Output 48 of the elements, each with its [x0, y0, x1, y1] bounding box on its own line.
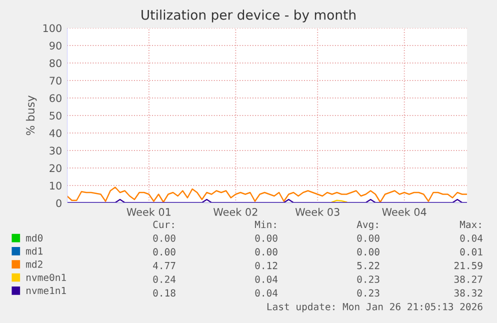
text: 38.32: [454, 289, 482, 297]
text: 0.12: [255, 262, 278, 270]
text: 0.04: [255, 289, 278, 297]
y-tick-label: 10: [50, 182, 62, 190]
text: 0.00: [153, 248, 176, 256]
text: 0.23: [357, 289, 380, 297]
legend-label: md1: [26, 247, 43, 255]
y-tick-label: 80: [50, 59, 62, 68]
text: 0.00: [255, 234, 278, 242]
line-series: [67, 186, 467, 203]
y-tick-label: 40: [49, 129, 62, 138]
text: 38.27: [454, 276, 482, 283]
text: 0.01: [460, 248, 482, 256]
text: 0.00: [255, 248, 278, 256]
y-tick-label: 0: [56, 199, 62, 208]
y-tick-label: 90: [50, 42, 62, 50]
y-axis-title: % busy: [26, 96, 37, 136]
legend-label: nvme1n1: [26, 286, 66, 294]
text: 0.04: [460, 234, 483, 242]
text: Cur:: [153, 220, 174, 228]
y-tick-label: 30: [50, 146, 62, 155]
x-tick-label: Week 02: [213, 208, 258, 216]
text: 0.23: [357, 276, 380, 283]
legend-label: md0: [26, 234, 43, 242]
x-tick-label: Week 03: [295, 208, 340, 216]
legend-label: nvme0n1: [26, 274, 66, 282]
x-tick-label: Week 04: [382, 208, 426, 216]
text: 0.00: [357, 234, 380, 242]
text: 0.18: [153, 289, 176, 297]
y-tick-label: 20: [50, 164, 62, 172]
text: Max:: [460, 220, 481, 228]
y-tick-label: 100: [43, 24, 62, 32]
y-tick-label: 50: [50, 112, 62, 120]
x-tick-label: Week 01: [126, 208, 171, 216]
text: 0.00: [153, 234, 176, 242]
text: 0.04: [255, 276, 278, 283]
text: 5.22: [357, 262, 380, 270]
text: 0.00: [357, 248, 380, 256]
y-tick-label: 60: [50, 94, 62, 102]
text: Last update: Mon Jan 26 21:05:13 2026: [267, 302, 482, 312]
text: 4.77: [153, 262, 176, 270]
text: Avg:: [356, 220, 378, 230]
legend-label: md2: [26, 260, 42, 268]
text: 21.59: [454, 262, 482, 270]
text: 0.24: [153, 276, 176, 283]
chart-title: Utilization per device - by month: [142, 10, 356, 22]
y-tick-label: 70: [50, 76, 62, 85]
text: Min:: [254, 220, 276, 228]
